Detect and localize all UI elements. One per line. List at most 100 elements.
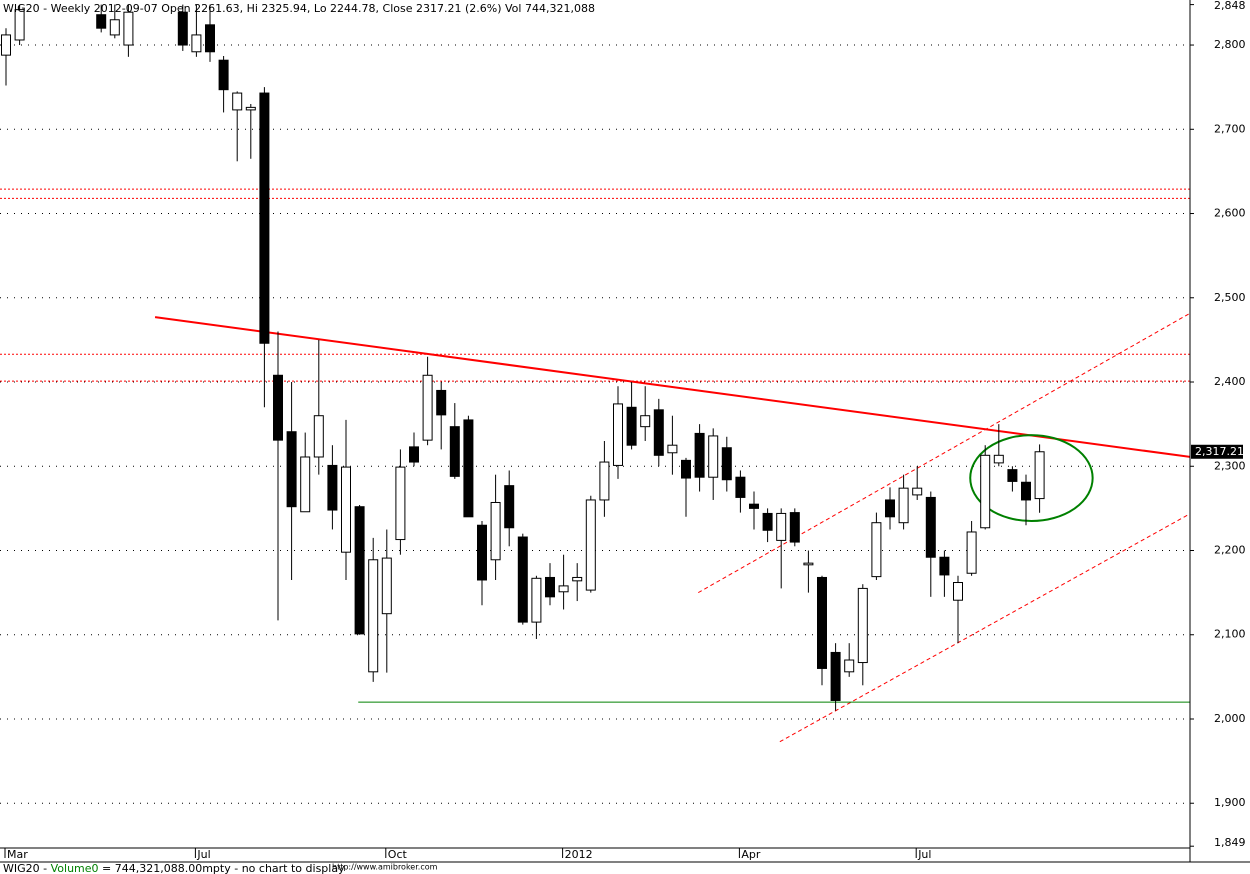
candle-body xyxy=(803,562,814,566)
highlight-ellipse xyxy=(969,434,1094,523)
x-tick-label: Mar xyxy=(7,848,28,861)
plot-area xyxy=(0,4,1190,804)
candle-body xyxy=(449,426,460,477)
candle-body xyxy=(558,585,569,593)
candle-body xyxy=(898,487,909,524)
candle-body xyxy=(232,92,243,111)
candle-body xyxy=(109,19,120,36)
candle-body xyxy=(613,403,623,466)
candle-body xyxy=(191,34,202,53)
candle-body xyxy=(925,496,936,558)
candle-body xyxy=(1034,451,1045,500)
candle-body xyxy=(667,444,678,454)
candle-body xyxy=(218,59,229,91)
candle-body xyxy=(245,106,256,111)
candle-body xyxy=(572,576,583,582)
candle-body xyxy=(409,446,419,463)
candle-body xyxy=(640,415,651,428)
candle-body xyxy=(504,485,515,529)
candle-body xyxy=(313,415,324,458)
trendline-line xyxy=(154,316,1190,458)
candle-body xyxy=(993,454,1004,464)
y-tick-label: 2,600 xyxy=(1214,207,1246,220)
candle-body xyxy=(205,24,215,53)
candle-body xyxy=(585,499,596,591)
candle-body xyxy=(490,501,501,561)
y-tick-label: 2,000 xyxy=(1214,712,1246,725)
candle-body xyxy=(273,374,283,441)
candle-body xyxy=(395,466,406,541)
candle-body xyxy=(749,503,759,509)
candle-body xyxy=(694,432,705,478)
candle-body xyxy=(531,577,542,623)
candle-body xyxy=(735,476,746,498)
y-tick-label: 2,700 xyxy=(1214,122,1246,135)
chart-title: WIG20 - Weekly 2012-09-07 Open 2261.63, … xyxy=(3,2,595,15)
candle-body xyxy=(259,92,270,344)
y-tick-label: 2,300 xyxy=(1214,459,1246,472)
candle-body xyxy=(354,506,365,635)
candle-body xyxy=(422,374,433,441)
candle-body xyxy=(681,459,691,479)
candle-body xyxy=(776,512,787,541)
candle-body xyxy=(817,576,827,669)
candle-body xyxy=(721,447,732,481)
candle-body xyxy=(463,419,474,518)
candle-body xyxy=(517,536,528,623)
x-tick-label: Apr xyxy=(741,848,761,861)
candle-body xyxy=(912,487,923,496)
footer: WIG20 - Volume0 = 744,321,088.00mpty - n… xyxy=(3,862,345,874)
x-tick-label: 2012 xyxy=(565,848,593,861)
x-tick-label: Jul xyxy=(196,848,210,861)
axes: 1,849 1,900 2,000 2,100 2,200 2,300 2,400 2,500… xyxy=(4,0,1246,861)
candle-body xyxy=(871,522,882,578)
candle-body xyxy=(436,389,447,416)
candle-body xyxy=(885,499,895,518)
candle-body xyxy=(626,406,637,446)
candle-body xyxy=(1021,481,1031,501)
candle-body xyxy=(300,456,311,513)
y-tick-label: 2,400 xyxy=(1214,375,1246,388)
dashed-line xyxy=(697,312,1190,594)
candle-body xyxy=(1,34,11,56)
dashed-line xyxy=(779,513,1190,743)
candle-body xyxy=(939,556,950,576)
candle-body xyxy=(14,9,25,41)
candle-body xyxy=(966,531,977,574)
footer-part: WIG20 - xyxy=(3,862,51,874)
x-tick-label: Oct xyxy=(388,848,408,861)
candle-body xyxy=(545,576,555,598)
y-tick-label: 1,849 xyxy=(1214,836,1246,849)
candle-body xyxy=(980,454,991,529)
candle-body xyxy=(708,435,719,478)
y-tick-label: 2,500 xyxy=(1214,291,1246,304)
candle-body xyxy=(953,582,963,601)
candle-body xyxy=(368,559,379,673)
candle-body xyxy=(653,409,664,456)
candle-body xyxy=(844,659,855,673)
candle-body xyxy=(327,464,338,511)
y-tick-label: 1,900 xyxy=(1214,796,1246,809)
candle-body xyxy=(177,11,188,46)
footer-part: = 744,321,088.00mpty - no chart to displ… xyxy=(99,862,346,874)
candle-body xyxy=(762,512,773,531)
y-tick-label: 2,100 xyxy=(1214,628,1246,641)
candle-body xyxy=(96,14,107,29)
y-tick-label: 2,848 xyxy=(1214,0,1246,12)
candle-body xyxy=(830,651,841,701)
last-price-box xyxy=(1191,444,1243,459)
candle-body xyxy=(477,524,487,581)
candle-body xyxy=(857,587,868,664)
y-tick-label: 2,800 xyxy=(1214,38,1246,51)
candle-body xyxy=(286,431,297,508)
candle-body xyxy=(1007,469,1018,482)
y-tick-label: 2,200 xyxy=(1214,544,1246,557)
x-tick-label: Jul xyxy=(917,848,931,861)
candle-body xyxy=(789,512,800,543)
candle-body xyxy=(123,11,134,46)
footer-url: http://www.amibroker.com xyxy=(332,863,438,872)
candle-body xyxy=(341,466,351,553)
footer-part: Volume0 xyxy=(51,862,99,874)
